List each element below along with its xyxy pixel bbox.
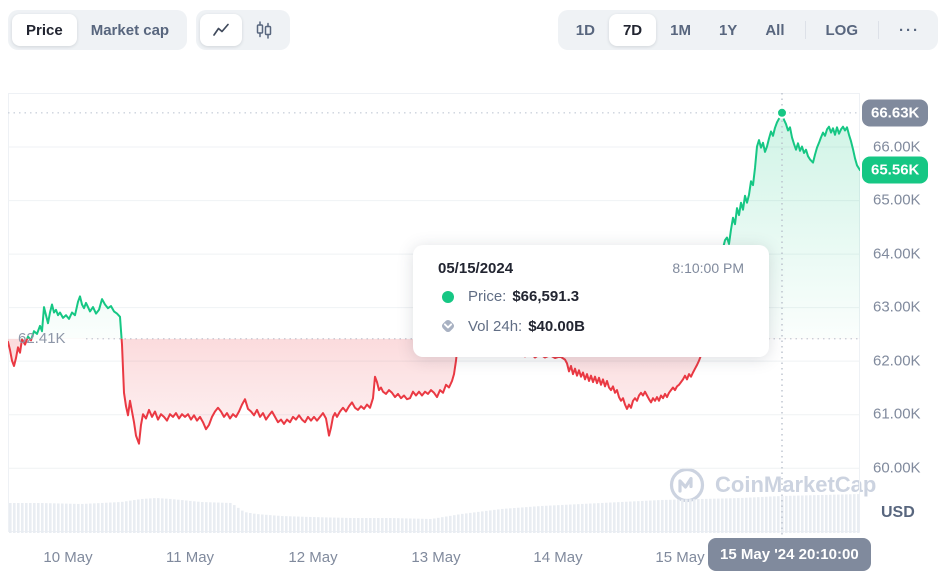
y-tick-65.00K: 65.00K <box>873 191 921 209</box>
volume-bars <box>9 494 860 533</box>
divider <box>804 21 806 39</box>
divider <box>878 21 879 39</box>
crosshair-point-marker <box>776 106 788 119</box>
range-1d[interactable]: 1D <box>562 14 609 46</box>
y-tick-63.00K: 63.00K <box>873 298 921 316</box>
tooltip-time: 8:10:00 PM <box>672 260 744 276</box>
candlestick-icon <box>256 21 272 39</box>
more-options-button[interactable]: ··· <box>885 14 934 46</box>
crosshair-time-badge: 15 May '24 20:10:00 <box>708 538 871 571</box>
baseline-price-label: 62.41K <box>18 330 66 347</box>
range-1y[interactable]: 1Y <box>705 14 751 46</box>
y-tick-60.00K: 60.00K <box>873 459 921 477</box>
area-fill-above-baseline <box>8 112 860 339</box>
chart-tooltip: 05/15/2024 8:10:00 PM Price: $66,591.3 V… <box>413 245 769 357</box>
log-scale-button[interactable]: LOG <box>812 14 873 46</box>
y-tick-66.00K: 66.00K <box>873 138 921 156</box>
watermark-text: CoinMarketCap <box>715 472 877 497</box>
y-tick-61.00K: 61.00K <box>873 405 921 423</box>
line-chart-button[interactable] <box>200 14 242 46</box>
tooltip-date: 05/15/2024 <box>438 260 514 277</box>
x-tick-13-may: 13 May <box>411 549 461 566</box>
price-tab[interactable]: Price <box>12 14 77 46</box>
price-dot-icon <box>442 290 454 303</box>
last-price-badge: 65.56K <box>862 156 929 184</box>
candlestick-button[interactable] <box>242 14 286 46</box>
x-tick-10-may: 10 May <box>43 549 93 566</box>
time-range-toggle: 1D 7D 1M 1Y All LOG ··· <box>557 10 938 50</box>
volume-shield-icon <box>441 319 455 333</box>
high-price-badge: 66.63K <box>862 99 929 127</box>
tooltip-price-value: $66,591.3 <box>512 288 580 305</box>
x-tick-11-may: 11 May <box>165 549 215 566</box>
x-tick-15-may: 15 May <box>655 549 705 566</box>
x-tick-14-may: 14 May <box>533 549 583 566</box>
range-1m[interactable]: 1M <box>656 14 705 46</box>
area-fill-below-baseline <box>8 338 706 444</box>
price-marketcap-toggle: Price Market cap <box>8 10 188 50</box>
range-7d[interactable]: 7D <box>608 14 657 46</box>
range-all[interactable]: All <box>751 14 798 46</box>
y-tick-62.00K: 62.00K <box>873 352 921 370</box>
chart-type-toggle <box>196 10 290 50</box>
y-tick-USD: USD <box>881 504 915 521</box>
x-tick-12-may: 12 May <box>288 549 338 566</box>
tooltip-price-label: Price: <box>468 288 507 305</box>
y-tick-64.00K: 64.00K <box>873 245 921 263</box>
line-chart-icon <box>213 23 229 36</box>
price-line-green <box>21 111 860 339</box>
market-cap-tab[interactable]: Market cap <box>77 14 183 46</box>
tooltip-vol-value: $40.00B <box>528 317 585 335</box>
tooltip-vol-label: Vol 24h: <box>468 317 523 335</box>
